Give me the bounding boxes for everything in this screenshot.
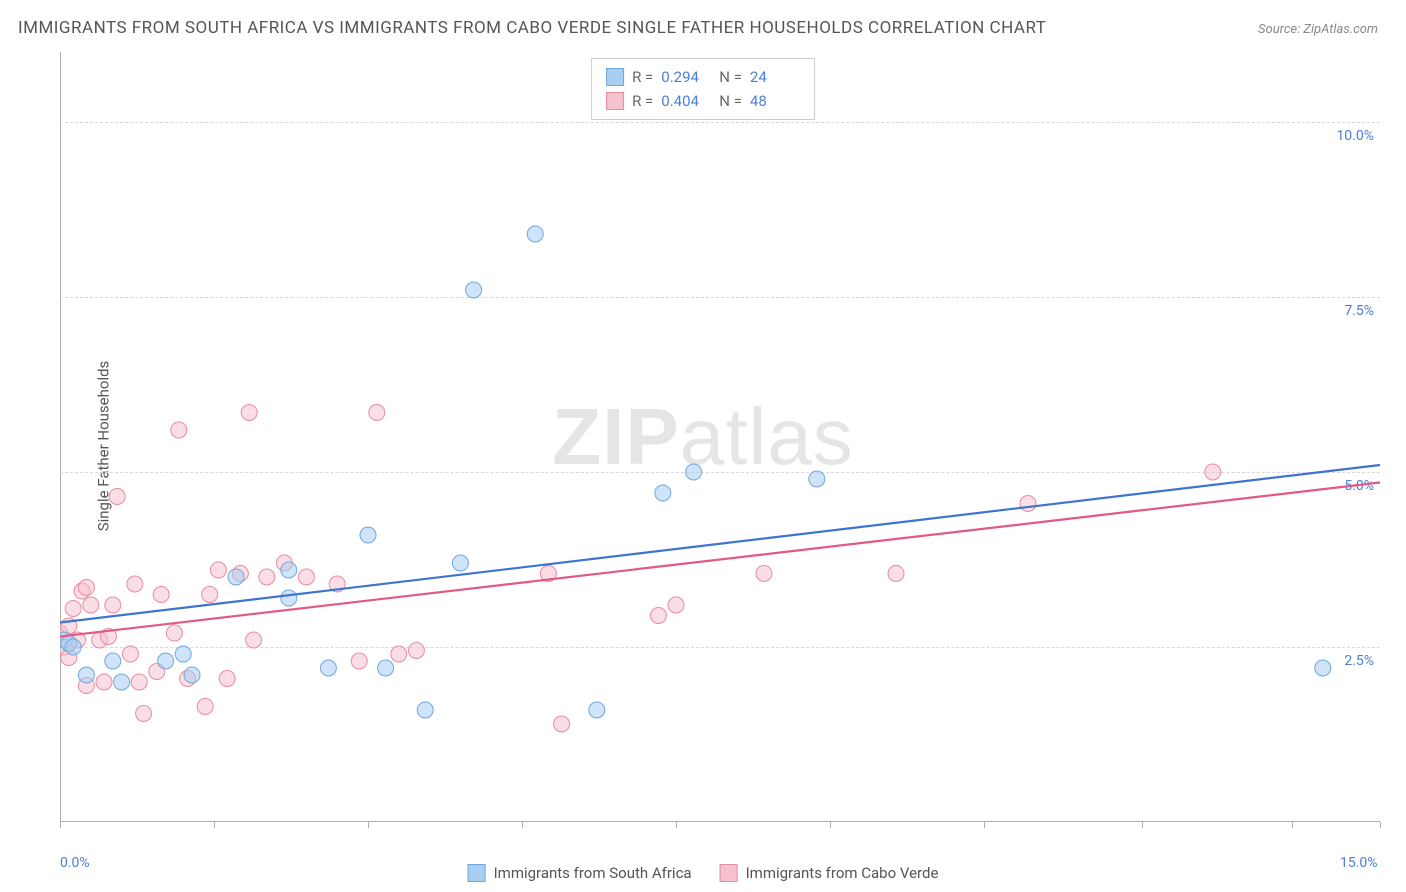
data-point (65, 639, 81, 655)
source-attribution: Source: ZipAtlas.com (1258, 22, 1378, 37)
data-point (888, 566, 904, 582)
data-point (197, 699, 213, 715)
legend-r-value: 0.294 (661, 65, 711, 89)
data-point (668, 597, 684, 613)
swatch-icon (606, 92, 624, 110)
x-tick-label: 15.0% (1340, 855, 1378, 871)
data-point (259, 569, 275, 585)
x-tick-label: 0.0% (60, 855, 90, 871)
data-point (65, 601, 81, 617)
data-point (210, 562, 226, 578)
legend-r-value: 0.404 (661, 89, 711, 113)
correlation-legend: R = 0.294 N = 24 R = 0.404 N = 48 (591, 58, 815, 120)
legend-r-label: R = (632, 89, 653, 113)
data-point (589, 702, 605, 718)
scatter-chart (60, 52, 1380, 822)
data-point (351, 653, 367, 669)
data-point (1315, 660, 1331, 676)
legend-r-label: R = (632, 65, 653, 89)
data-point (184, 667, 200, 683)
x-tick (60, 822, 61, 828)
x-tick (1292, 822, 1293, 828)
data-point (378, 660, 394, 676)
data-point (105, 597, 121, 613)
data-point (241, 405, 257, 421)
data-point (281, 590, 297, 606)
data-point (114, 674, 130, 690)
data-point (554, 716, 570, 732)
data-point (246, 632, 262, 648)
x-tick (522, 822, 523, 828)
swatch-icon (468, 864, 486, 882)
x-tick (1142, 822, 1143, 828)
data-point (153, 587, 169, 603)
x-tick (214, 822, 215, 828)
swatch-icon (606, 68, 624, 86)
legend-label: Immigrants from South Africa (494, 864, 692, 882)
data-point (655, 485, 671, 501)
data-point (131, 674, 147, 690)
data-point (1205, 464, 1221, 480)
data-point (166, 625, 182, 641)
legend-item: Immigrants from South Africa (468, 864, 692, 882)
swatch-icon (720, 864, 738, 882)
data-point (686, 464, 702, 480)
data-point (122, 646, 138, 662)
data-point (175, 646, 191, 662)
x-tick (1380, 822, 1381, 828)
series-legend: Immigrants from South Africa Immigrants … (468, 864, 939, 882)
data-point (408, 643, 424, 659)
data-point (158, 653, 174, 669)
trend-line (60, 483, 1380, 637)
data-point (78, 667, 94, 683)
data-point (127, 576, 143, 592)
data-point (320, 660, 336, 676)
trend-line (60, 465, 1380, 623)
legend-item: Immigrants from Cabo Verde (720, 864, 939, 882)
data-point (171, 422, 187, 438)
data-point (452, 555, 468, 571)
legend-n-label: N = (719, 65, 742, 89)
data-point (105, 653, 121, 669)
data-point (298, 569, 314, 585)
data-point (650, 608, 666, 624)
data-point (756, 566, 772, 582)
data-point (369, 405, 385, 421)
data-point (281, 562, 297, 578)
x-tick (830, 822, 831, 828)
data-point (466, 282, 482, 298)
data-point (202, 587, 218, 603)
data-point (228, 569, 244, 585)
data-point (417, 702, 433, 718)
x-tick (984, 822, 985, 828)
data-point (78, 580, 94, 596)
legend-n-value: 48 (750, 89, 800, 113)
legend-label: Immigrants from Cabo Verde (746, 864, 939, 882)
data-point (96, 674, 112, 690)
legend-n-value: 24 (750, 65, 800, 89)
data-point (136, 706, 152, 722)
x-tick (368, 822, 369, 828)
legend-row: R = 0.294 N = 24 (606, 65, 800, 89)
x-tick (676, 822, 677, 828)
data-point (83, 597, 99, 613)
data-point (360, 527, 376, 543)
data-point (219, 671, 235, 687)
legend-n-label: N = (719, 89, 742, 113)
data-point (1020, 496, 1036, 512)
legend-row: R = 0.404 N = 48 (606, 89, 800, 113)
data-point (109, 489, 125, 505)
data-point (809, 471, 825, 487)
data-point (391, 646, 407, 662)
chart-title: IMMIGRANTS FROM SOUTH AFRICA VS IMMIGRAN… (18, 18, 1046, 38)
data-point (527, 226, 543, 242)
